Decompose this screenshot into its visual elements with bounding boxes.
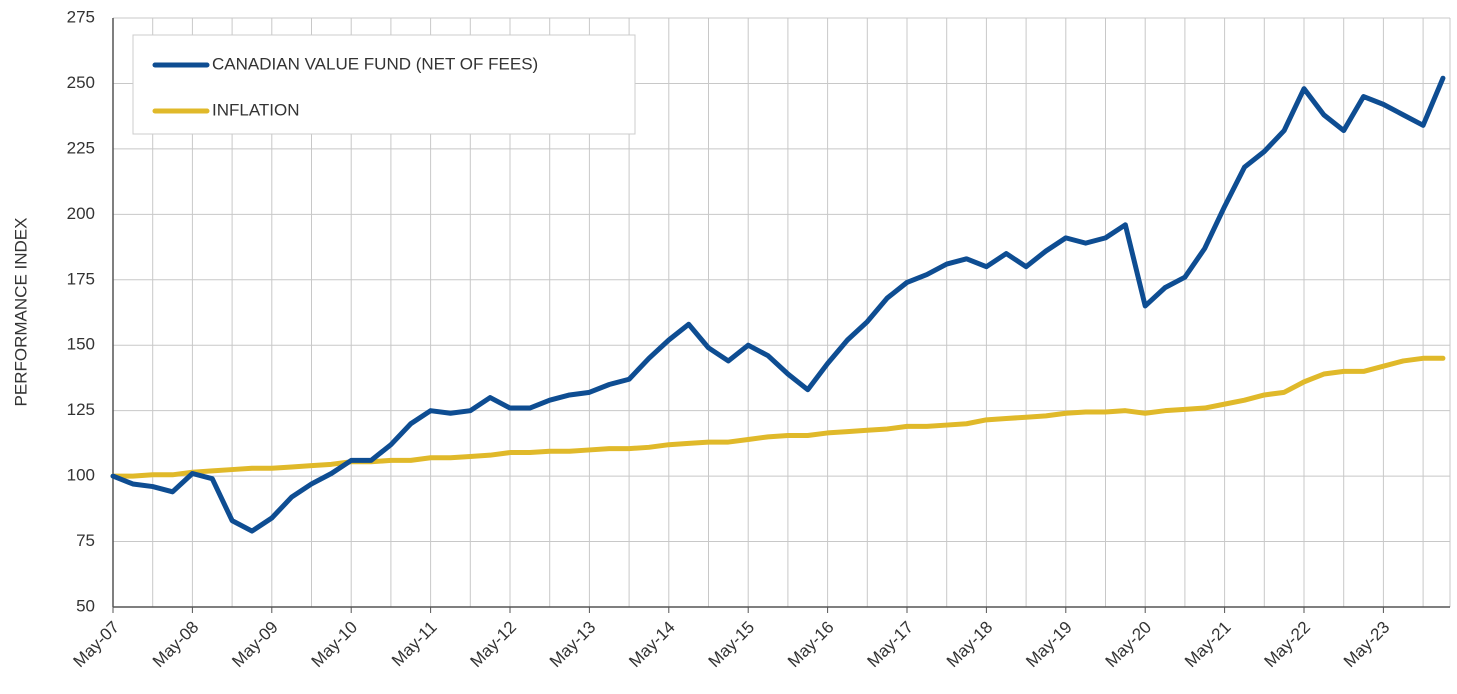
legend-label: INFLATION [212, 100, 300, 119]
series-line [110, 75, 1446, 534]
x-tick-label: May-07 [69, 618, 123, 672]
x-tick-label: May-12 [466, 618, 520, 672]
y-tick-label: 200 [67, 204, 95, 223]
x-tick-label: May-21 [1181, 618, 1235, 672]
y-tick-label: 175 [67, 269, 95, 288]
x-tick-label: May-09 [228, 618, 282, 672]
y-tick-label: 150 [67, 335, 95, 354]
x-tick-label: May-08 [149, 618, 203, 672]
x-tick-label: May-23 [1340, 618, 1394, 672]
x-tick-label: May-10 [308, 618, 362, 672]
x-tick-label: May-15 [705, 618, 759, 672]
x-tick-label: May-11 [388, 618, 441, 671]
y-tick-label: 125 [67, 400, 95, 419]
series-line [110, 355, 1446, 479]
x-tick-label: May-17 [863, 618, 917, 672]
x-tick-label: May-16 [784, 618, 838, 672]
y-tick-label: 275 [67, 7, 95, 26]
x-tick-label: May-18 [943, 618, 997, 672]
y-tick-label: 100 [67, 466, 95, 485]
x-tick-label: May-19 [1022, 618, 1076, 672]
legend-label: CANADIAN VALUE FUND (NET OF FEES) [212, 54, 538, 73]
legend-box [132, 34, 636, 135]
x-tick-label: May-14 [625, 618, 679, 672]
y-axis-label: PERFORMANCE INDEX [11, 218, 30, 407]
x-tick-label: May-22 [1260, 618, 1314, 672]
y-tick-label: 75 [76, 531, 95, 550]
y-tick-label: 50 [76, 596, 95, 615]
y-tick-label: 250 [67, 73, 95, 92]
x-tick-label: May-13 [546, 618, 600, 672]
x-tick-label: May-20 [1102, 618, 1156, 672]
y-tick-label: 225 [67, 138, 95, 157]
